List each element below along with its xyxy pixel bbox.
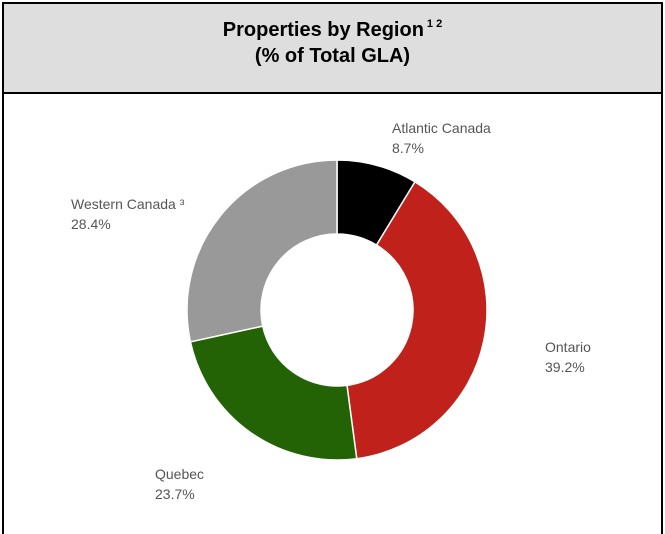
slice-label-value: 8.7% xyxy=(392,140,424,156)
slice-label-value: 28.4% xyxy=(71,216,111,232)
slice-western-canada xyxy=(186,159,338,343)
slice-label-value: 23.7% xyxy=(155,486,195,502)
slice-label-value: 39.2% xyxy=(545,359,585,375)
chart-body xyxy=(2,94,663,534)
slice-label-name: Ontario xyxy=(545,339,591,355)
chart-title: Properties by Region 1 2 xyxy=(4,11,661,43)
chart-subtitle: (% of Total GLA) xyxy=(254,45,411,67)
slice-ontario xyxy=(346,180,488,460)
slice-quebec xyxy=(189,325,358,461)
slice-label-name: Western Canada ³ xyxy=(71,196,185,212)
slice-label-name: Atlantic Canada xyxy=(392,120,491,136)
chart-title-line1: Properties by Region xyxy=(222,19,424,41)
chart-title-footnotes: 1 2 xyxy=(426,18,443,30)
slice-label-name: Quebec xyxy=(155,466,204,482)
chart-header: Properties by Region 1 2 (% of Total GLA) xyxy=(2,2,663,94)
